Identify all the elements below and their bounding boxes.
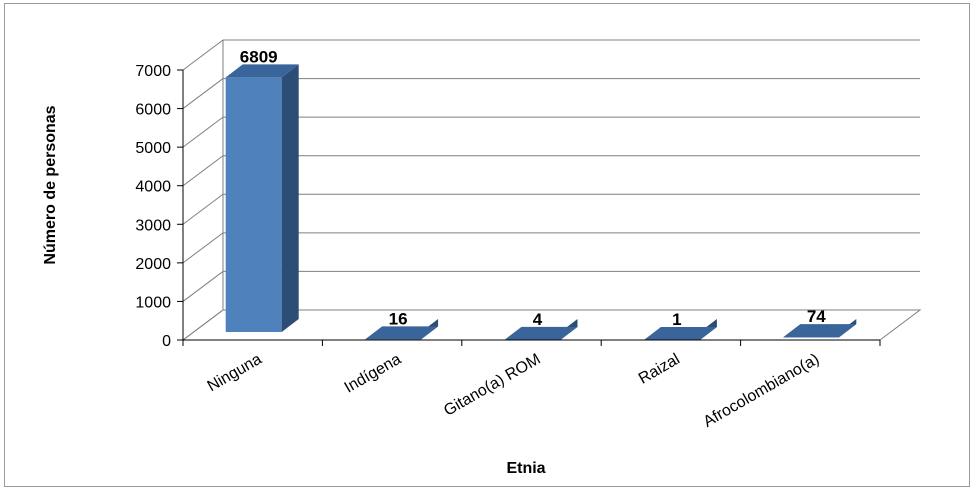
gridline-diagonal — [182, 155, 224, 187]
gridlines — [182, 39, 920, 302]
x-tick-label: Ninguna — [205, 351, 265, 396]
x-tick-label: Indígena — [342, 351, 405, 397]
y-tick-label: 3000 — [135, 217, 171, 234]
data-label: 16 — [389, 309, 408, 328]
gridline-diagonal — [182, 232, 224, 264]
bars — [225, 64, 857, 341]
bar-0 — [225, 64, 299, 333]
y-tick-label: 7000 — [135, 63, 171, 80]
gridline-diagonal — [182, 116, 224, 148]
y-tick-label: 0 — [162, 333, 171, 350]
y-tick-label: 1000 — [135, 294, 171, 311]
bar-side — [281, 64, 299, 333]
gridline-diagonal — [182, 78, 224, 109]
bar-front — [225, 77, 282, 332]
gridline-diagonal — [182, 193, 224, 225]
data-label: 4 — [533, 310, 543, 329]
data-label: 1 — [672, 310, 681, 329]
bar-top — [225, 64, 299, 78]
bar-4 — [783, 319, 857, 338]
bar-top — [365, 326, 439, 340]
data-label: 6809 — [240, 47, 278, 66]
y-tick-label: 6000 — [135, 102, 171, 119]
x-axis-ticks: Ninguna Indígena Gitano(a) ROM Raizal Afroco… — [182, 339, 881, 431]
gridline-diagonal — [182, 271, 224, 302]
y-tick-label: 4000 — [135, 179, 171, 196]
gridline-diagonal — [182, 39, 224, 71]
y-tick-label: 5000 — [135, 140, 171, 157]
bar-top — [504, 326, 578, 340]
y-axis-title: Número de personas — [42, 105, 59, 264]
y-axis-ticks: 0 1000 2000 3000 4000 5000 6000 7000 — [135, 63, 184, 350]
x-tick-label: Gitano(a) ROM — [441, 351, 543, 420]
data-label: 74 — [807, 307, 826, 326]
data-labels: 6809 16 4 1 74 — [240, 47, 827, 329]
bar-top — [643, 326, 717, 340]
side-wall — [182, 40, 224, 341]
bar-front — [783, 337, 840, 338]
bar-top — [783, 324, 857, 338]
x-tick-label: Afrocolombiano(a) — [701, 351, 823, 431]
chart-frame — [4, 3, 970, 487]
x-tick-label: Raizal — [636, 351, 683, 388]
x-axis-title: Etnia — [506, 460, 545, 477]
y-tick-label: 2000 — [135, 256, 171, 273]
